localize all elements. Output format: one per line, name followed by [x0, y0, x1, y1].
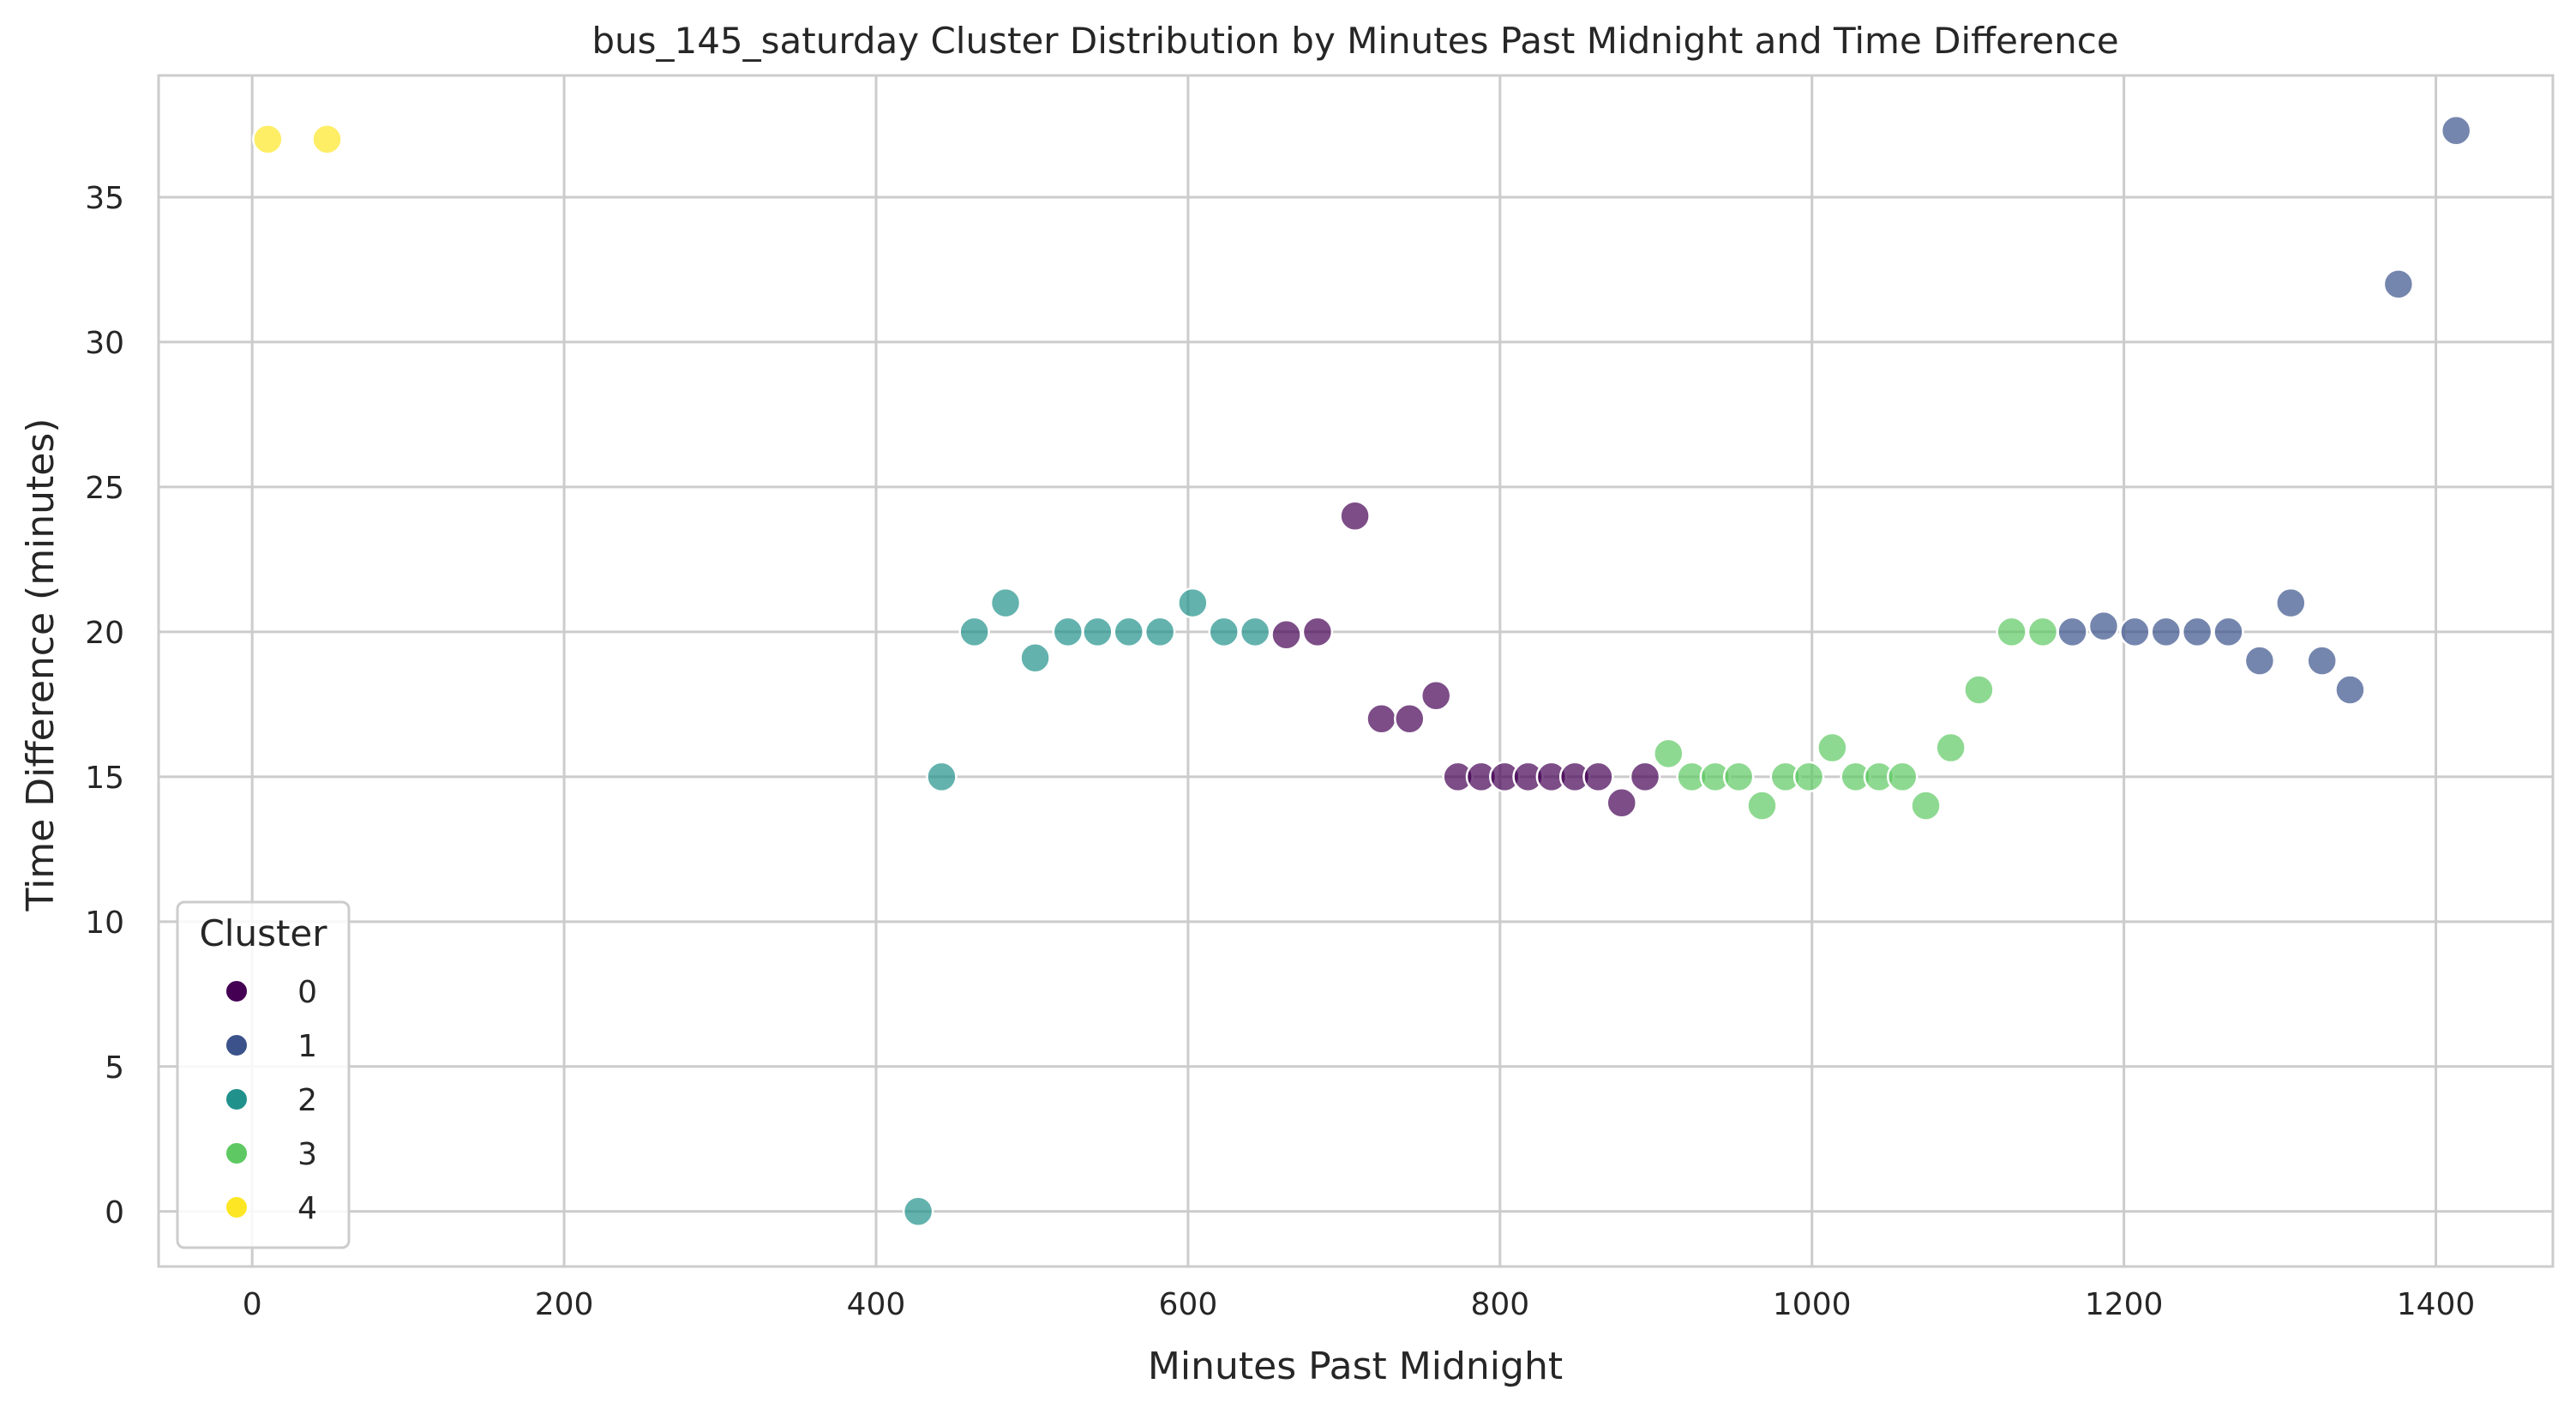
data-point-cluster-3	[1887, 761, 1918, 793]
data-point-cluster-1	[2334, 674, 2366, 706]
data-points	[252, 114, 2472, 1228]
legend-title: Cluster	[199, 912, 327, 954]
data-point-cluster-3	[1910, 790, 1942, 821]
legend: Cluster 0 1 2 3 4	[176, 900, 351, 1249]
data-point-cluster-2	[1239, 616, 1271, 648]
data-point-cluster-2	[902, 1195, 934, 1228]
x-axis-label: Minutes Past Midnight	[1148, 1345, 1563, 1388]
chart-title: bus_145_saturday Cluster Distribution by…	[591, 20, 2118, 62]
data-point-cluster-3	[1996, 616, 2027, 648]
data-point-cluster-4	[252, 123, 284, 155]
data-point-cluster-0	[1394, 703, 1426, 735]
data-point-cluster-3	[1935, 731, 1967, 764]
data-point-cluster-2	[1177, 587, 1209, 619]
data-point-cluster-3	[2027, 616, 2059, 648]
x-tick-label: 1400	[2397, 1287, 2476, 1322]
data-point-cluster-2	[1019, 642, 1051, 674]
data-point-cluster-2	[989, 587, 1022, 619]
legend-box	[176, 900, 351, 1249]
y-tick-label: 25	[85, 471, 124, 506]
data-point-cluster-4	[311, 123, 343, 155]
data-point-cluster-1	[2243, 645, 2276, 677]
data-point-cluster-3	[1792, 761, 1825, 793]
legend-label-cluster-3: 3	[297, 1137, 317, 1172]
data-point-cluster-2	[958, 616, 990, 648]
data-point-cluster-0	[1629, 761, 1661, 793]
data-point-cluster-3	[1963, 674, 1995, 706]
x-tick-label: 600	[1159, 1287, 1218, 1322]
data-point-cluster-1	[2275, 587, 2307, 619]
data-point-cluster-3	[1653, 737, 1684, 770]
data-point-cluster-1	[2057, 616, 2088, 648]
data-point-cluster-1	[2213, 616, 2244, 648]
data-point-cluster-1	[2440, 114, 2472, 147]
data-point-cluster-1	[2382, 268, 2415, 300]
y-tick-label: 35	[85, 181, 124, 216]
y-tick-label: 20	[85, 616, 124, 651]
data-point-cluster-1	[2119, 616, 2151, 648]
data-point-cluster-0	[1301, 616, 1334, 648]
plot-frame	[157, 74, 2555, 1268]
y-axis-label: Time Difference (minutes)	[19, 418, 63, 912]
legend-marker-cluster-3	[225, 1141, 249, 1165]
y-tick-label: 15	[85, 761, 124, 796]
x-tick-label: 1000	[1773, 1287, 1852, 1322]
x-tick-label: 200	[535, 1287, 594, 1322]
legend-marker-cluster-0	[225, 979, 249, 1003]
x-tick-label: 800	[1470, 1287, 1529, 1322]
legend-label-cluster-1: 1	[297, 1029, 317, 1064]
y-tick-label: 10	[85, 906, 124, 941]
data-point-cluster-1	[2087, 610, 2120, 642]
legend-label-cluster-0: 0	[297, 975, 317, 1010]
y-tick-label: 0	[105, 1195, 124, 1230]
data-point-cluster-2	[1052, 616, 1084, 648]
x-tick-label: 0	[243, 1287, 262, 1322]
data-point-cluster-2	[1113, 616, 1145, 648]
legend-label-cluster-2: 2	[297, 1083, 317, 1118]
grid	[159, 75, 2553, 1267]
legend-marker-cluster-4	[225, 1195, 249, 1219]
data-point-cluster-2	[926, 761, 958, 793]
data-point-cluster-2	[1208, 616, 1240, 648]
data-point-cluster-0	[1582, 761, 1614, 793]
data-point-cluster-1	[2181, 616, 2213, 648]
data-point-cluster-1	[2306, 645, 2338, 677]
y-tick-label: 30	[85, 326, 124, 361]
legend-marker-cluster-1	[225, 1033, 249, 1057]
y-tick-label: 5	[105, 1050, 124, 1086]
legend-marker-cluster-2	[225, 1087, 249, 1111]
legend-label-cluster-4: 4	[297, 1191, 317, 1226]
data-point-cluster-0	[1366, 703, 1397, 735]
data-point-cluster-2	[1082, 616, 1114, 648]
data-point-cluster-2	[1144, 616, 1176, 648]
x-tick-label: 400	[847, 1287, 906, 1322]
data-point-cluster-3	[1816, 731, 1848, 764]
data-point-cluster-0	[1270, 619, 1302, 651]
data-point-cluster-1	[2150, 616, 2183, 648]
data-point-cluster-3	[1722, 761, 1755, 793]
data-point-cluster-0	[1420, 679, 1452, 712]
data-point-cluster-3	[1746, 790, 1778, 821]
data-point-cluster-0	[1339, 500, 1371, 532]
x-tick-label: 1200	[2085, 1287, 2164, 1322]
data-point-cluster-0	[1606, 787, 1637, 819]
